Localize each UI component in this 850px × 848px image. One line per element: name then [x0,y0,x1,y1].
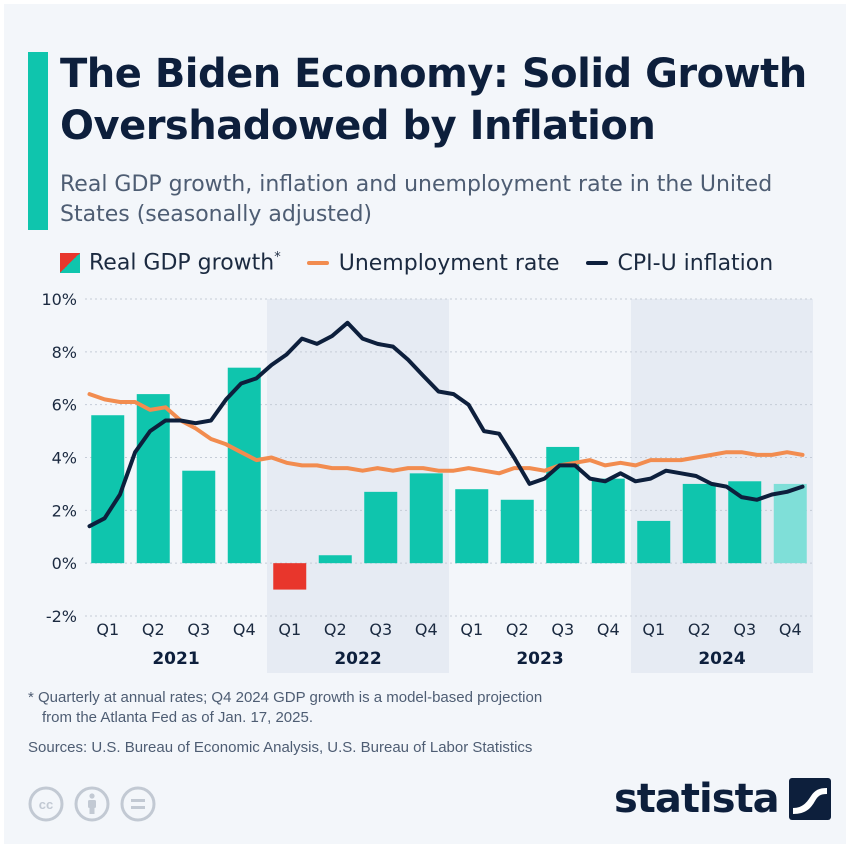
chart-title: The Biden Economy: Solid Growth Overshad… [60,51,807,149]
gdp-bar [182,470,216,564]
year-label: 2024 [698,649,745,669]
no-derivatives-icon[interactable] [120,786,156,822]
gdp-bar [364,491,398,564]
title-accent-bar [28,52,48,230]
attribution-icon[interactable] [74,786,110,822]
statista-wordmark: statista [614,776,780,822]
footnote: * Quarterly at annual rates; Q4 2024 GDP… [28,688,808,728]
gdp-bar [682,483,716,564]
license-icons: cc [28,786,166,822]
y-tick-label: 6% [52,396,77,415]
x-tick-label: Q3 [733,620,756,639]
x-tick-label: Q1 [96,620,119,639]
gdp-bar [637,520,671,564]
gdp-bar [500,499,534,564]
x-tick-label: Q4 [779,620,802,639]
gdp-bar [773,483,807,564]
y-tick-label: 10% [41,290,77,309]
x-tick-label: Q4 [415,620,438,639]
x-tick-label: Q2 [142,620,165,639]
x-tick-label: Q3 [369,620,392,639]
x-tick-label: Q1 [278,620,301,639]
gdp-bar [91,415,125,564]
footnote-line-2: from the Atlanta Fed as of Jan. 17, 2025… [42,709,314,726]
footnote-line-1: * Quarterly at annual rates; Q4 2024 GDP… [28,689,543,706]
legend-item-unemployment: Unemployment rate [306,250,560,276]
legend-swatch-unemployment [306,261,329,265]
svg-text:cc: cc [39,797,53,812]
legend-swatch-gdp [60,252,80,273]
legend-item-gdp: Real GDP growth* [60,250,281,276]
year-label: 2021 [152,649,199,669]
x-tick-label: Q2 [324,620,347,639]
x-tick-label: Q4 [597,620,620,639]
sources-note: Sources: U.S. Bureau of Economic Analysi… [28,739,533,756]
x-tick-label: Q2 [688,620,711,639]
gdp-bar [318,555,352,564]
year-label: 2022 [334,649,381,669]
x-tick-label: Q3 [187,620,210,639]
y-tick-label: 8% [52,343,77,362]
chart-plot: 10% 8% 6% 4% 2% 0% -2% Q1 Q2 Q3 Q4 Q1 Q2 Q3 Q4 Q1 Q2 Q3 Q4… [41,290,813,673]
x-tick-label: Q2 [506,620,529,639]
cc-icon[interactable]: cc [28,786,64,822]
y-tick-label: -2% [46,607,77,626]
statista-logo-icon [788,778,831,820]
gdp-bar [273,563,307,590]
x-tick-label: Q1 [642,620,665,639]
statista-brand[interactable]: statista [614,776,831,822]
gdp-bar [409,473,443,564]
gdp-bar [227,367,261,564]
year-label: 2023 [516,649,563,669]
y-tick-label: 0% [52,554,77,573]
x-tick-label: Q3 [551,620,574,639]
y-tick-label: 2% [52,501,77,520]
gdp-bar [591,478,625,564]
y-tick-label: 4% [52,449,77,468]
legend-label-cpi: CPI-U inflation [617,250,774,276]
gdp-bar [728,481,762,564]
legend-label-gdp: Real GDP growth* [89,250,281,276]
unemployment-line [87,392,805,476]
gdp-bar [455,489,489,564]
cpi-line [87,320,805,529]
legend: Real GDP growth* Unemployment rate CPI-U… [60,248,799,278]
legend-swatch-cpi [585,261,608,265]
x-tick-label: Q4 [233,620,256,639]
legend-label-unemployment: Unemployment rate [338,250,560,276]
x-tick-label: Q1 [460,620,483,639]
legend-item-cpi: CPI-U inflation [585,250,774,276]
chart-subtitle: Real GDP growth, inflation and unemploym… [60,172,773,227]
